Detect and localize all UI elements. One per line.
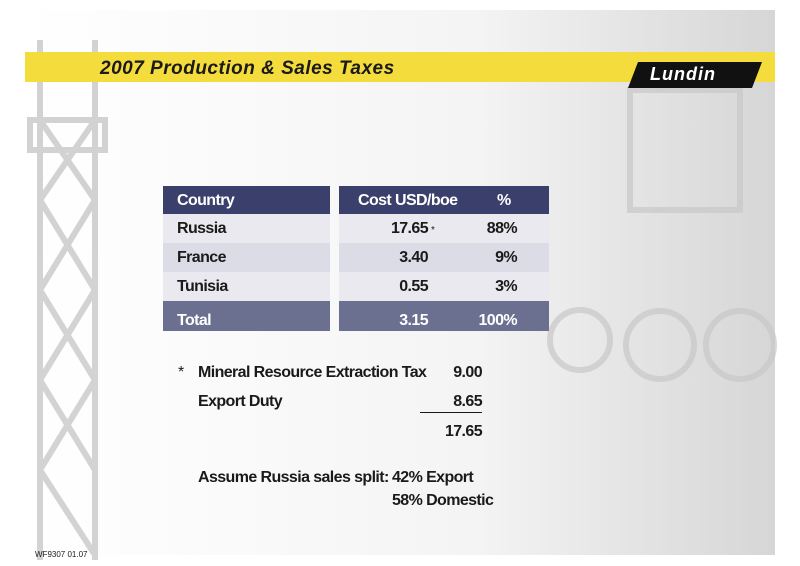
row-bg: [339, 301, 549, 331]
row-bg: [339, 186, 549, 214]
table-cell: Country: [177, 192, 235, 209]
row-bg: [163, 272, 330, 301]
footnote-value: 8.65: [420, 392, 483, 413]
table-cell: Tunisia: [177, 278, 228, 295]
table-footnote-marker: *: [431, 225, 435, 236]
footnote-label: Export Duty: [198, 393, 283, 410]
table-cell: %: [497, 192, 511, 209]
footnote-value: 9.00: [453, 364, 482, 381]
split-label: Assume Russia sales split:: [198, 469, 389, 486]
row-bg: [339, 243, 549, 272]
footnote-sum: 17.65: [444, 423, 483, 440]
row-bg: [163, 301, 330, 331]
title: 2007 Production & Sales Taxes: [100, 58, 395, 79]
table-cell: Total: [177, 312, 212, 329]
logo: Lundin: [650, 64, 716, 84]
table-cell: 17.65: [390, 220, 429, 237]
row-bg: [339, 214, 549, 243]
table-cell: 3.15: [399, 312, 428, 329]
row-bg: [339, 272, 549, 301]
table-cell: 3%: [495, 278, 518, 295]
table-cell: Russia: [177, 220, 226, 237]
table-cell: Cost USD/boe: [358, 192, 458, 209]
footnote-marker: *: [178, 364, 184, 381]
row-bg: [163, 186, 330, 214]
row-bg: [163, 214, 330, 243]
footer-code: WF9307 01.07: [35, 550, 88, 559]
table-cell: 9%: [495, 249, 518, 266]
table-cell: 0.55: [399, 278, 428, 295]
split-line: 58% Domestic: [392, 492, 494, 509]
split-line: 42% Export: [392, 469, 474, 486]
table-cell: 3.40: [399, 249, 428, 266]
table-cell: France: [177, 249, 226, 266]
footnote-label: Mineral Resource Extraction Tax: [198, 364, 427, 381]
row-bg: [163, 243, 330, 272]
table-cell: 88%: [486, 220, 518, 237]
table-cell: 100%: [478, 312, 517, 329]
